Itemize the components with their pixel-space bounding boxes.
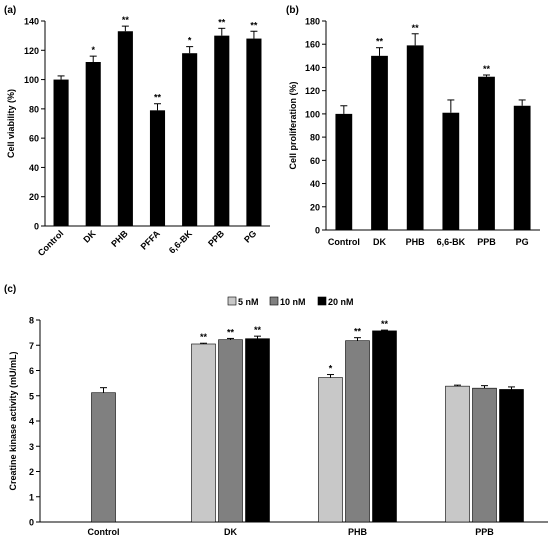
chart-b-x-tick-label: PG <box>516 237 529 247</box>
chart-c-bar <box>345 340 370 523</box>
chart-b: 0 20 40 60 80 100 120 140 160 180 Cell proliferati… <box>288 17 540 247</box>
chart-b-x-tick-label: PHB <box>406 237 426 247</box>
chart-c-x-tick-label: DK <box>224 527 237 537</box>
chart-c: 0 1 2 3 4 5 6 7 8 Creatine kinase activity (mU/mL… <box>8 296 548 537</box>
chart-b-y-tick-label: 60 <box>310 156 320 166</box>
chart-a-bar <box>149 110 166 226</box>
chart-c-y-tick-label: 2 <box>29 467 34 477</box>
chart-c-bar <box>472 387 497 523</box>
chart-b-y-tick-label: 20 <box>310 202 320 212</box>
panel-a-label: (a) <box>4 5 16 16</box>
chart-a-significance-label: ** <box>250 20 258 30</box>
chart-c-bar <box>191 343 216 523</box>
chart-c-y-tick-label: 5 <box>29 391 34 401</box>
chart-c-y-tick-label: 3 <box>29 442 34 452</box>
chart-b-y-axis-title: Cell proliferation (%) <box>288 81 298 169</box>
chart-c-x-tick-label: Control <box>88 527 120 537</box>
chart-c-significance-label: * <box>329 364 333 374</box>
chart-c-significance-label: ** <box>381 319 389 329</box>
chart-a-y-tick-label: 60 <box>29 134 39 144</box>
chart-c-legend-swatch <box>227 296 237 306</box>
chart-b-bar <box>371 55 388 231</box>
chart-c-y-tick-label: 7 <box>29 341 34 351</box>
chart-c-y-axis-title: Creatine kinase activity (mU/mL) <box>8 351 18 490</box>
chart-b-x-tick-label: PPB <box>477 237 496 247</box>
chart-b-y-tick-label: 80 <box>310 133 320 143</box>
panel-c-label: (c) <box>4 284 16 295</box>
chart-a-bar <box>117 31 133 226</box>
chart-b-bar <box>513 105 531 230</box>
chart-a-significance-label: * <box>188 36 192 46</box>
chart-b-significance-label: ** <box>376 37 384 47</box>
chart-b-x-tick-label: 6,6-BK <box>437 237 466 247</box>
chart-c-significance-label: ** <box>200 332 208 342</box>
chart-b-bar <box>335 113 353 230</box>
chart-c-bar <box>245 338 270 523</box>
chart-c-x-tick-label: PPB <box>475 527 494 537</box>
chart-a-x-tick-label: 6,6-BK <box>167 228 195 256</box>
chart-a-significance-label: * <box>91 45 95 55</box>
chart-b-bar <box>442 112 460 230</box>
chart-c-legend-label: 5 nM <box>238 297 259 307</box>
chart-a-y-tick-label: 80 <box>29 104 39 114</box>
chart-b-y-tick-label: 140 <box>305 63 320 73</box>
chart-b-bar <box>406 45 424 231</box>
chart-a-y-tick-label: 100 <box>24 75 39 85</box>
chart-a-x-tick-label: PG <box>242 228 258 244</box>
chart-a-x-tick-label: PFFA <box>139 228 163 252</box>
chart-b-significance-label: ** <box>483 64 491 74</box>
chart-b-y-tick-label: 160 <box>305 40 320 50</box>
chart-a-y-tick-label: 0 <box>34 222 39 232</box>
chart-b-y-tick-label: 120 <box>305 86 320 96</box>
chart-b-y-tick-label: 0 <box>315 226 320 236</box>
chart-b-significance-label: ** <box>412 23 420 33</box>
chart-a-bar <box>182 53 198 226</box>
chart-c-legend-swatch <box>269 296 279 306</box>
chart-c-bar <box>445 385 470 523</box>
chart-c-y-tick-label: 8 <box>29 316 34 326</box>
chart-c-legend-label: 10 nM <box>280 297 306 307</box>
chart-c-legend-swatch <box>317 296 327 306</box>
chart-a-significance-label: ** <box>218 17 226 27</box>
chart-c-y-tick-label: 6 <box>29 366 34 376</box>
chart-c-bar <box>372 330 397 523</box>
chart-c-bar <box>318 377 343 523</box>
chart-a-significance-label: ** <box>154 93 162 103</box>
panel-b-label: (b) <box>286 5 299 16</box>
chart-c-bar <box>91 392 116 523</box>
chart-c-significance-label: ** <box>227 327 235 337</box>
chart-b-bar <box>478 76 495 230</box>
chart-b-y-tick-label: 100 <box>305 109 320 119</box>
chart-a-x-tick-label: Control <box>36 228 66 258</box>
chart-a-bar <box>53 79 69 226</box>
chart-c-y-tick-label: 0 <box>29 518 34 528</box>
chart-a-bar <box>246 38 262 227</box>
chart-a: 0 20 40 60 80 100 120 140 Cell viability (%) Cont… <box>6 15 270 258</box>
chart-c-y-tick-label: 1 <box>29 492 34 502</box>
chart-c-y-tick-label: 4 <box>29 417 34 427</box>
chart-a-x-tick-label: DK <box>81 228 98 245</box>
chart-c-legend-label: 20 nM <box>328 297 354 307</box>
chart-b-x-tick-label: DK <box>373 237 386 247</box>
chart-a-y-axis-title: Cell viability (%) <box>6 89 16 158</box>
chart-b-y-tick-label: 40 <box>310 179 320 189</box>
chart-c-bar <box>218 339 243 523</box>
chart-c-significance-label: ** <box>254 325 262 335</box>
chart-a-bar <box>214 35 230 227</box>
chart-b-x-tick-label: Control <box>328 237 360 247</box>
chart-a-x-tick-label: PHB <box>109 228 130 249</box>
chart-a-y-tick-label: 140 <box>24 17 39 27</box>
chart-a-x-tick-label: PPB <box>206 228 227 249</box>
chart-c-bar <box>499 389 524 523</box>
chart-c-x-tick-label: PHB <box>348 527 368 537</box>
chart-a-significance-label: ** <box>122 15 130 25</box>
chart-a-y-tick-label: 120 <box>24 46 39 56</box>
chart-a-y-tick-label: 20 <box>29 192 39 202</box>
chart-c-significance-label: ** <box>354 327 362 337</box>
chart-a-y-tick-label: 40 <box>29 163 39 173</box>
chart-a-bar <box>85 62 101 226</box>
chart-b-y-tick-label: 180 <box>305 17 320 27</box>
